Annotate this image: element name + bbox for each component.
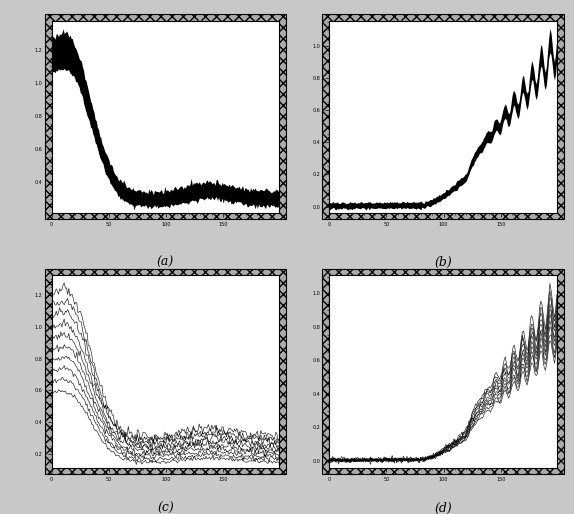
Text: (b): (b) bbox=[434, 256, 452, 269]
Text: (a): (a) bbox=[157, 256, 174, 269]
Text: (d): (d) bbox=[434, 503, 452, 514]
Text: (c): (c) bbox=[157, 503, 174, 514]
